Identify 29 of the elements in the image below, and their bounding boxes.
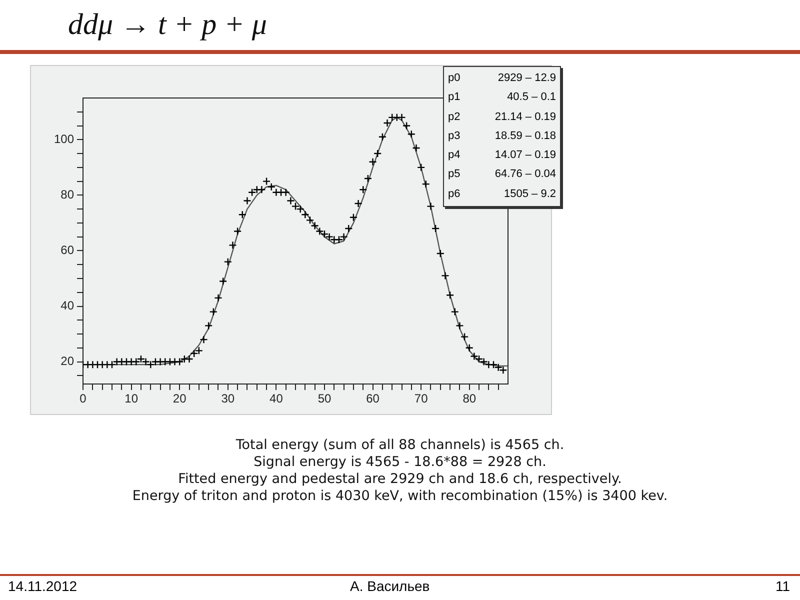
text: p5 64.76 – 0.04 (448, 168, 556, 180)
x-tick-label: 70 (414, 391, 428, 406)
text: p4 14.07 – 0.19 (448, 149, 556, 162)
x-tick-label: 30 (221, 391, 235, 406)
x-tick-label: 60 (366, 391, 380, 406)
y-tick-label: 40 (60, 298, 74, 313)
x-tick-label: 0 (80, 391, 87, 406)
x-tick-label: 40 (270, 391, 284, 406)
x-tick-label: 80 (462, 391, 476, 406)
text: Signal energy is 4565 - 18.6*88 = 2928 ch. (252, 454, 548, 471)
text: А. Васильев (350, 578, 430, 594)
x-tick-label: 20 (172, 391, 187, 406)
text: p0 2929 – 12.9 (448, 72, 556, 84)
y-tick-label: 20 (60, 354, 74, 368)
text: p3 18.59 – 0.18 (448, 130, 556, 142)
text: Fitted energy and pedestal are 2929 ch and 18.6 ch, respectively. (177, 471, 623, 488)
text: 11 (775, 578, 790, 594)
x-tick-label: 10 (124, 391, 138, 406)
text: p6 1505 – 9.2 (448, 188, 556, 200)
chart-title: ddμ → t + p + μ (68, 8, 267, 42)
y-tick-label: 60 (60, 243, 74, 258)
x-tick-label: 50 (318, 391, 332, 406)
y-tick-label: 80 (60, 187, 74, 202)
text: p2 21.14 – 0.19 (448, 110, 556, 123)
text: 14.11.2012 (8, 578, 78, 594)
text: Total energy (sum of all 88 channels) is 4565 ch. (234, 437, 566, 454)
text: p1 40.5 – 0.1 (448, 91, 556, 104)
y-tick-label: 100 (54, 132, 74, 146)
text: Energy of triton and proton is 4030 keV, with recombination (15%) is 3400 kev. (131, 488, 669, 505)
